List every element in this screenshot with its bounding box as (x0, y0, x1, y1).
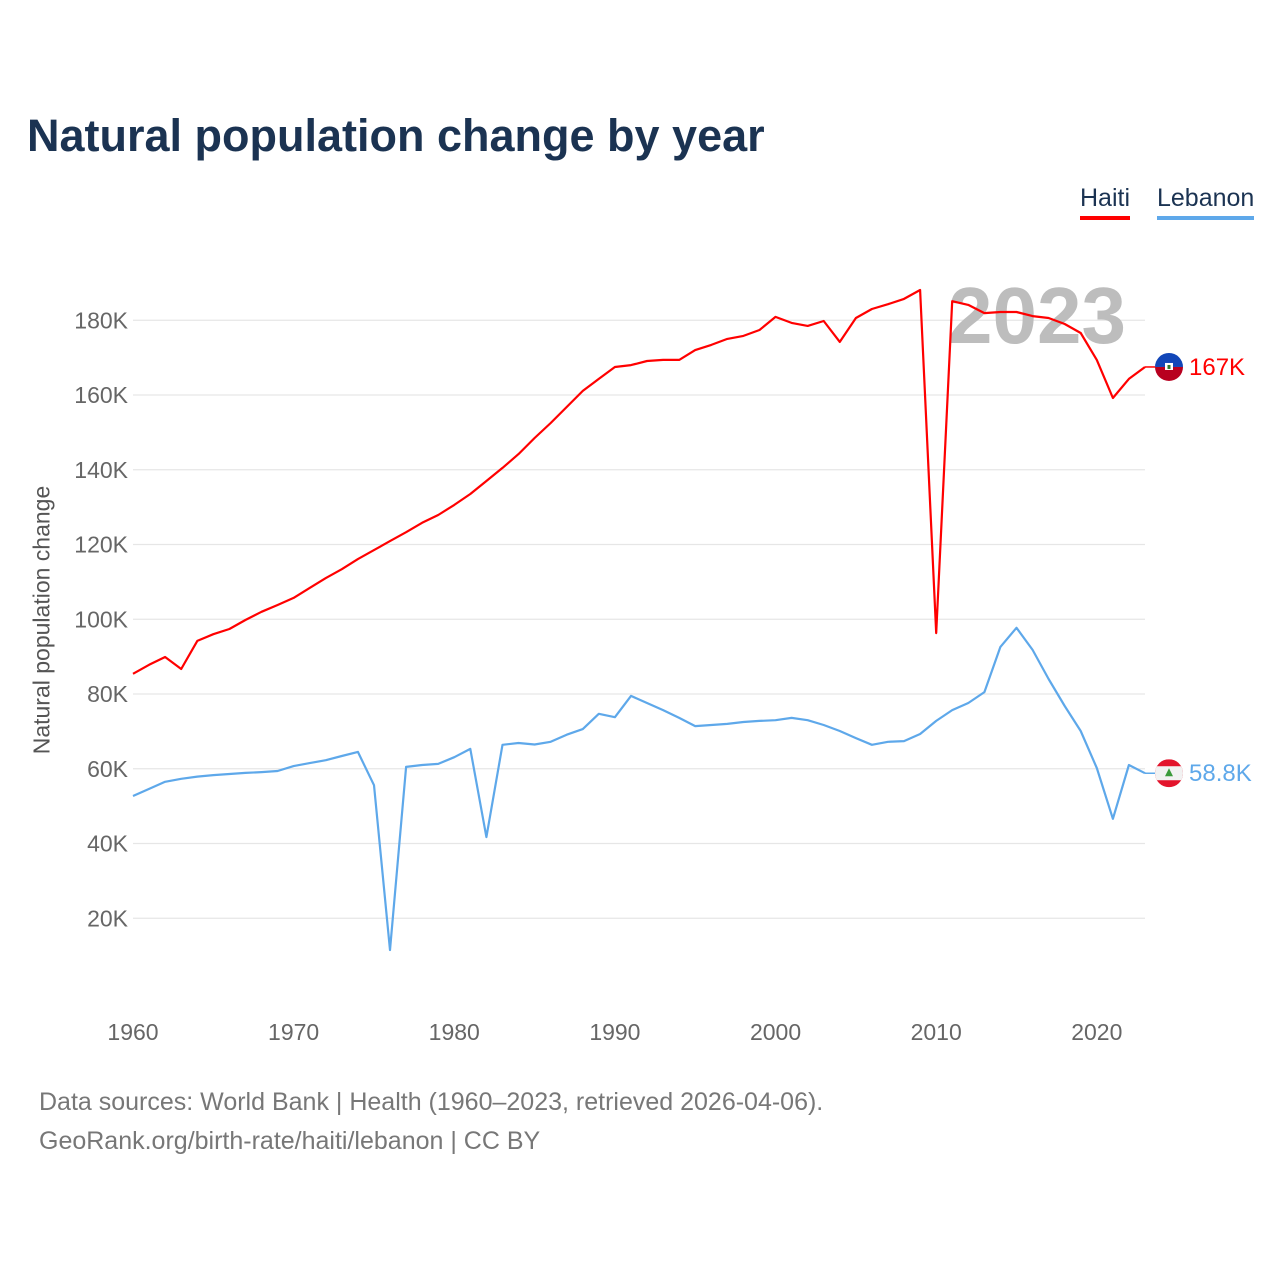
y-tick-label: 180K (74, 307, 128, 333)
source-line-2[interactable]: GeoRank.org/birth-rate/haiti/lebanon | C… (39, 1127, 541, 1155)
x-tick-label: 1980 (429, 1019, 480, 1045)
legend-item-haiti[interactable]: Haiti (1080, 184, 1131, 220)
series-line-lebanon[interactable] (132, 626, 1146, 952)
y-tick-label: 120K (74, 532, 128, 558)
x-tick-label: 1970 (268, 1019, 319, 1045)
haiti-flag-icon (1155, 352, 1183, 381)
series-line-haiti[interactable] (132, 288, 1146, 675)
y-tick-label: 140K (74, 457, 128, 483)
end-value-label-lebanon: 58.8K (1189, 760, 1252, 787)
x-tick-label: 2000 (750, 1019, 801, 1045)
y-tick-label: 160K (74, 382, 128, 408)
chart-title: Natural population change by year (27, 110, 765, 161)
end-value-label-haiti: 167K (1189, 354, 1245, 381)
x-tick-label: 2020 (1071, 1019, 1122, 1045)
y-tick-label: 60K (87, 756, 129, 782)
source-line-1: Data sources: World Bank | Health (1960–… (39, 1088, 824, 1116)
x-tick-label: 1960 (107, 1019, 158, 1045)
y-tick-label: 80K (87, 681, 129, 707)
legend-item-lebanon[interactable]: Lebanon (1157, 184, 1255, 220)
x-tick-label: 2010 (911, 1019, 962, 1045)
y-tick-label: 100K (74, 606, 128, 632)
y-tick-label: 20K (87, 905, 129, 931)
lebanon-flag-icon (1155, 759, 1183, 788)
y-tick-label: 40K (87, 831, 129, 857)
x-tick-label: 1990 (589, 1019, 640, 1045)
year-watermark: 2023 (948, 271, 1126, 360)
